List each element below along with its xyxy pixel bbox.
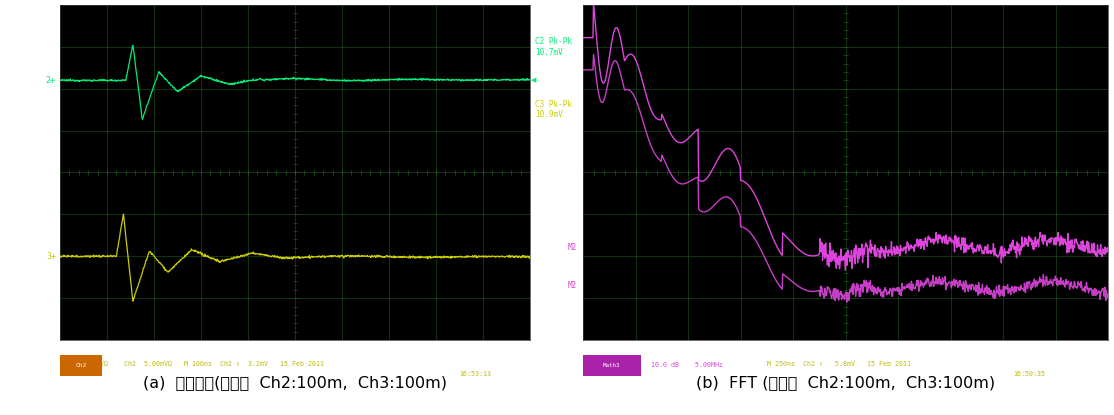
Text: Math3: Math3 — [603, 363, 620, 368]
Text: M 250ns  Ch2 ↑   5.8mV   15 Feb 2011: M 250ns Ch2 ↑ 5.8mV 15 Feb 2011 — [766, 361, 911, 367]
Text: ◀: ◀ — [531, 77, 536, 83]
Text: Ch2  5.00mVΩ    Ch2  5.00mVΩ   M 100ns  Ch2 ↑  3.2mV   15 Feb 2011: Ch2 5.00mVΩ Ch2 5.00mVΩ M 100ns Ch2 ↑ 3.… — [60, 361, 324, 367]
Text: 2+: 2+ — [46, 76, 56, 85]
Text: C2 Pk-Pk
10.7mV: C2 Pk-Pk 10.7mV — [535, 37, 571, 56]
Text: M2: M2 — [567, 281, 577, 290]
Text: 10.0 dB    5.00MHz: 10.0 dB 5.00MHz — [652, 362, 723, 368]
Text: 16:53:13: 16:53:13 — [459, 371, 491, 377]
Text: 3+: 3+ — [46, 252, 56, 261]
Text: 16:50:35: 16:50:35 — [1014, 371, 1046, 377]
Text: C3 Pk-Pk
10.9mV: C3 Pk-Pk 10.9mV — [535, 100, 571, 120]
Text: Ch2: Ch2 — [76, 363, 87, 368]
Text: (a)  단일펄스(신호선  Ch2:100m,  Ch3:100m): (a) 단일펄스(신호선 Ch2:100m, Ch3:100m) — [143, 375, 447, 390]
Text: (b)  FFT (신호선  Ch2:100m,  Ch3:100m): (b) FFT (신호선 Ch2:100m, Ch3:100m) — [696, 375, 995, 390]
Bar — [583, 355, 641, 376]
Text: M2: M2 — [567, 243, 577, 252]
Bar — [60, 355, 102, 376]
